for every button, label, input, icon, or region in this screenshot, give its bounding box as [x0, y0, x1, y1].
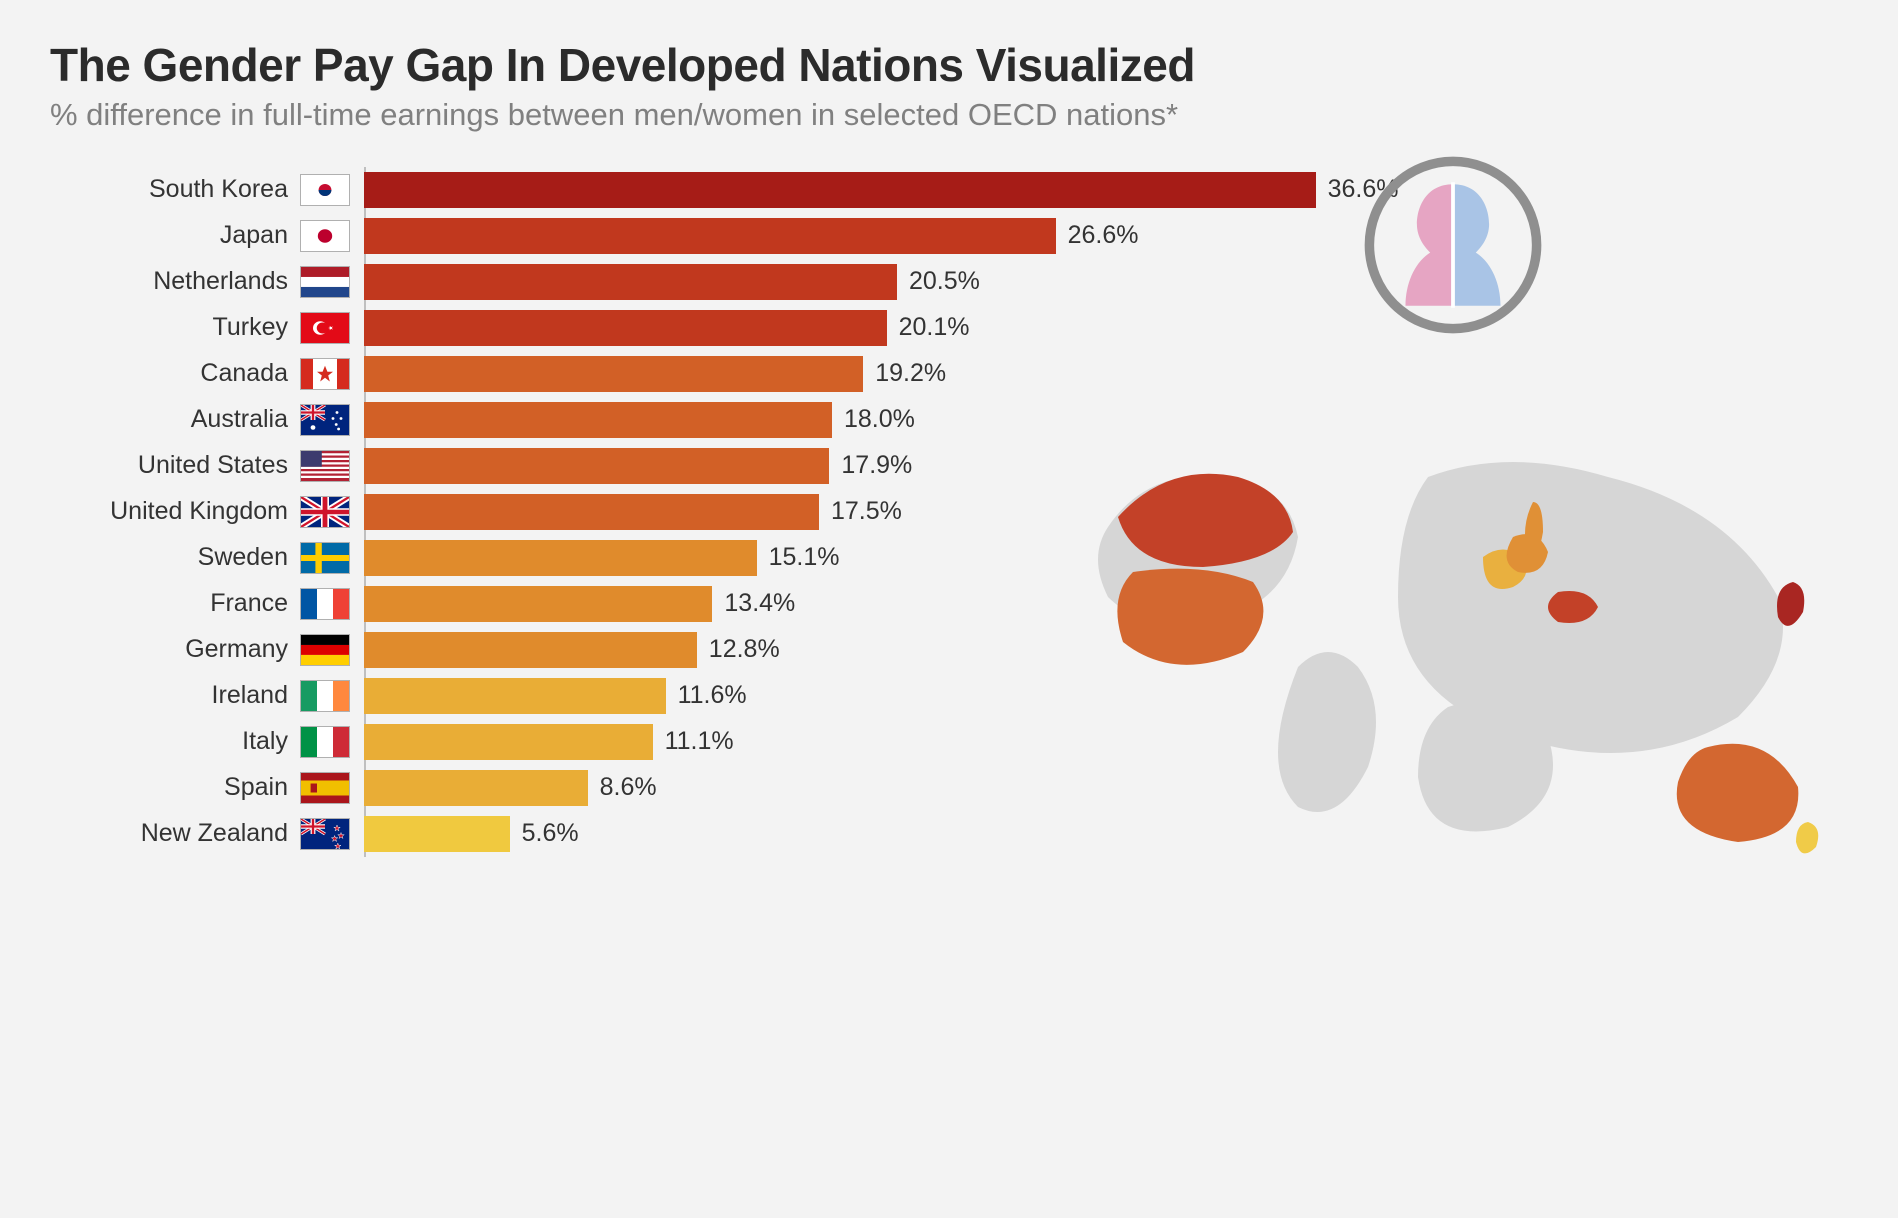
nl-flag-icon	[300, 266, 350, 298]
nz-flag-icon	[300, 818, 350, 850]
tr-flag-icon	[300, 312, 350, 344]
country-label: Turkey	[50, 313, 300, 342]
bar	[364, 448, 829, 484]
bar	[364, 586, 712, 622]
country-label: Germany	[50, 635, 300, 664]
bar-value: 11.1%	[665, 727, 734, 756]
bar-value: 36.6%	[1328, 175, 1399, 204]
bar-value: 12.8%	[709, 635, 780, 664]
bar-value: 15.1%	[769, 543, 840, 572]
country-label: Netherlands	[50, 267, 300, 296]
bar-value: 8.6%	[600, 773, 657, 802]
bar-value: 17.5%	[831, 497, 902, 526]
bar-track: 15.1%	[364, 535, 1404, 581]
bar-chart: South Korea 36.6% Japan 26.6% Netherlands 20.…	[50, 167, 1848, 857]
bar	[364, 494, 819, 530]
bar	[364, 816, 510, 852]
bar-track: 19.2%	[364, 351, 1404, 397]
bar	[364, 310, 887, 346]
table-row: Germany 12.8%	[50, 627, 1848, 673]
kr-flag-icon	[300, 174, 350, 206]
country-label: Canada	[50, 359, 300, 388]
gb-flag-icon	[300, 496, 350, 528]
bar	[364, 678, 666, 714]
bar-track: 17.5%	[364, 489, 1404, 535]
infographic: The Gender Pay Gap In Developed Nations …	[50, 40, 1848, 857]
bar	[364, 770, 588, 806]
table-row: Italy 11.1%	[50, 719, 1848, 765]
bar	[364, 724, 653, 760]
bar-value: 18.0%	[844, 405, 915, 434]
table-row: United Kingdom 17.5%	[50, 489, 1848, 535]
country-label: Ireland	[50, 681, 300, 710]
bar-value: 20.1%	[899, 313, 970, 342]
au-flag-icon	[300, 404, 350, 436]
bar-value: 13.4%	[724, 589, 795, 618]
country-label: Australia	[50, 405, 300, 434]
bar	[364, 540, 757, 576]
bar-value: 19.2%	[875, 359, 946, 388]
country-label: South Korea	[50, 175, 300, 204]
bar	[364, 264, 897, 300]
bar-track: 11.1%	[364, 719, 1404, 765]
table-row: South Korea 36.6%	[50, 167, 1848, 213]
table-row: United States 17.9%	[50, 443, 1848, 489]
bar-value: 11.6%	[678, 681, 747, 710]
page-subtitle: % difference in full-time earnings betwe…	[50, 97, 1848, 133]
bar-value: 20.5%	[909, 267, 980, 296]
bar	[364, 402, 832, 438]
table-row: Ireland 11.6%	[50, 673, 1848, 719]
table-row: Spain 8.6%	[50, 765, 1848, 811]
it-flag-icon	[300, 726, 350, 758]
fr-flag-icon	[300, 588, 350, 620]
table-row: Australia 18.0%	[50, 397, 1848, 443]
bar-track: 36.6%	[364, 167, 1404, 213]
bar-track: 11.6%	[364, 673, 1404, 719]
table-row: Netherlands 20.5%	[50, 259, 1848, 305]
table-row: France 13.4%	[50, 581, 1848, 627]
table-row: Sweden 15.1%	[50, 535, 1848, 581]
bar-value: 26.6%	[1068, 221, 1139, 250]
ie-flag-icon	[300, 680, 350, 712]
table-row: New Zealand 5.6%	[50, 811, 1848, 857]
bar-track: 20.1%	[364, 305, 1404, 351]
country-label: United Kingdom	[50, 497, 300, 526]
bar-track: 20.5%	[364, 259, 1404, 305]
bar-track: 18.0%	[364, 397, 1404, 443]
bar-track: 26.6%	[364, 213, 1404, 259]
bar	[364, 356, 863, 392]
country-label: Sweden	[50, 543, 300, 572]
country-label: United States	[50, 451, 300, 480]
se-flag-icon	[300, 542, 350, 574]
ca-flag-icon	[300, 358, 350, 390]
de-flag-icon	[300, 634, 350, 666]
table-row: Turkey 20.1%	[50, 305, 1848, 351]
bar-value: 17.9%	[841, 451, 912, 480]
bar-track: 12.8%	[364, 627, 1404, 673]
bar-value: 5.6%	[522, 819, 579, 848]
table-row: Japan 26.6%	[50, 213, 1848, 259]
country-label: New Zealand	[50, 819, 300, 848]
bar-track: 8.6%	[364, 765, 1404, 811]
bar-track: 17.9%	[364, 443, 1404, 489]
bar	[364, 218, 1056, 254]
country-label: Japan	[50, 221, 300, 250]
table-row: Canada 19.2%	[50, 351, 1848, 397]
page-title: The Gender Pay Gap In Developed Nations …	[50, 40, 1848, 91]
es-flag-icon	[300, 772, 350, 804]
jp-flag-icon	[300, 220, 350, 252]
bar-track: 13.4%	[364, 581, 1404, 627]
bar	[364, 632, 697, 668]
bar-track: 5.6%	[364, 811, 1404, 857]
country-label: Spain	[50, 773, 300, 802]
us-flag-icon	[300, 450, 350, 482]
country-label: Italy	[50, 727, 300, 756]
bar	[364, 172, 1316, 208]
country-label: France	[50, 589, 300, 618]
